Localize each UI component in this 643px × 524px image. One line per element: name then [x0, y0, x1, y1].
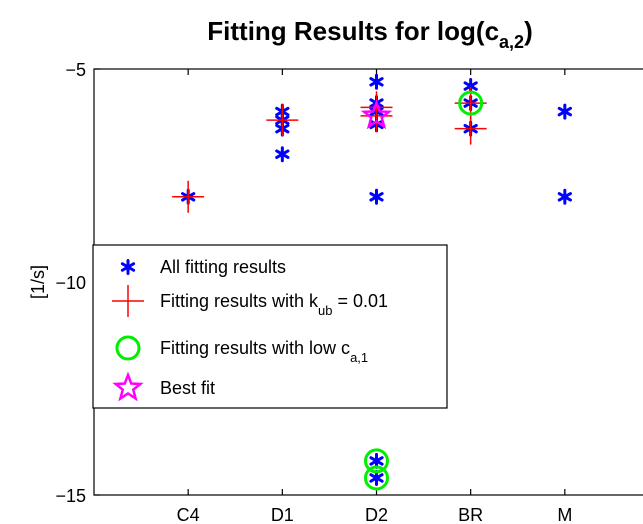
chart-title-subscript: a,2: [499, 32, 524, 52]
chart-title: Fitting Results for log(ca,2): [207, 16, 532, 52]
lowc-point-1: [364, 465, 389, 491]
data-marks: [172, 73, 572, 491]
x-tick-label-m: M: [557, 505, 572, 524]
chart-title-main: Fitting Results for log(c: [207, 16, 499, 46]
legend-marker-all: [120, 259, 136, 275]
legend-label-all: All fitting results: [160, 257, 286, 277]
legend-marker-lowc: [115, 335, 141, 361]
legend-box: [92, 244, 448, 409]
y-tick-label-1: −10: [55, 273, 86, 293]
legend-label-best: Best fit: [160, 378, 215, 398]
x-tick-label-br: BR: [458, 505, 483, 524]
all-point-11: [369, 469, 384, 486]
legend-label-lowc: Fitting results with low ca,1: [160, 338, 368, 365]
y-tick-label-0: −5: [65, 60, 86, 80]
legend-marker-kub: [112, 285, 144, 317]
lowc-point-0: [364, 448, 389, 474]
all-point-4: [275, 146, 290, 163]
all-point-9: [369, 188, 384, 205]
y-tick-label-2: −15: [55, 486, 86, 506]
legend-label-kub: Fitting results with kub = 0.01: [160, 291, 388, 318]
kub-point-1: [266, 104, 299, 137]
best-point-0: [360, 99, 393, 130]
x-tick-label-d2: D2: [365, 505, 388, 524]
legend-marker-best: [112, 371, 144, 402]
lowc-point-2: [458, 90, 484, 116]
chart-title-close: ): [524, 16, 533, 46]
all-point-10: [369, 452, 384, 469]
all-point-16: [557, 188, 572, 205]
legend: All fitting results Fitting results with …: [92, 244, 448, 409]
kub-point-5: [454, 112, 487, 145]
y-axis-label: [1/s]: [28, 265, 48, 299]
kub-point-0: [172, 180, 205, 213]
x-tick-label-c4: C4: [177, 505, 200, 524]
x-tick-label-d1: D1: [271, 505, 294, 524]
all-point-5: [369, 73, 384, 90]
all-point-15: [557, 103, 572, 120]
